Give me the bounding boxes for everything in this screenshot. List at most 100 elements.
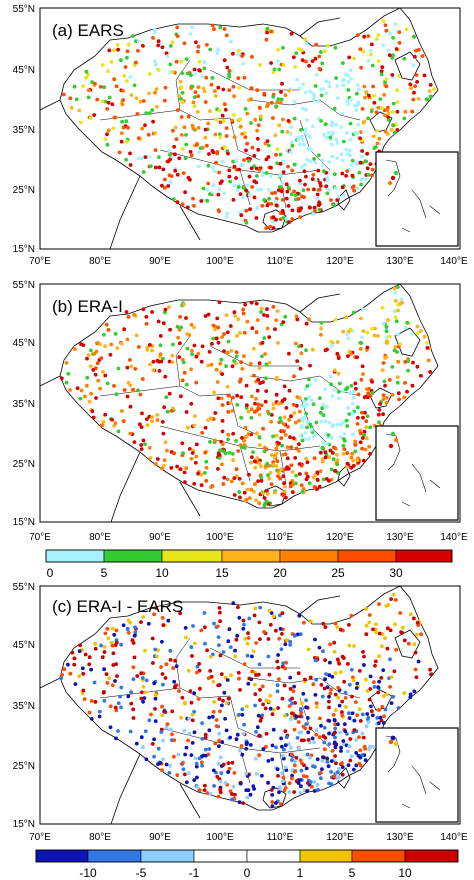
- station-dot: [280, 443, 285, 448]
- station-dot: [290, 168, 295, 173]
- station-dot: [139, 447, 144, 451]
- station-dot: [251, 450, 255, 454]
- station-dot: [112, 632, 117, 637]
- station-dot: [280, 399, 285, 403]
- station-dot: [94, 396, 98, 400]
- station-dot: [390, 55, 395, 60]
- lon-tick-130-a: 130°E: [386, 256, 414, 267]
- station-dot: [124, 79, 129, 83]
- station-dot: [319, 93, 324, 98]
- station-dot: [151, 359, 156, 364]
- station-dot: [247, 676, 252, 681]
- station-dot: [396, 332, 400, 337]
- station-dot: [283, 729, 288, 734]
- station-dot: [361, 49, 366, 54]
- station-dot: [376, 685, 381, 690]
- station-dot: [332, 718, 337, 722]
- station-dot: [320, 61, 325, 66]
- station-dot: [428, 667, 432, 672]
- station-dot: [265, 30, 269, 35]
- station-dot: [68, 388, 72, 392]
- station-dot: [273, 199, 278, 204]
- station-dot: [303, 182, 307, 187]
- station-dot: [380, 704, 385, 709]
- station-dot: [234, 737, 239, 742]
- station-dot: [340, 171, 345, 176]
- station-dot: [233, 648, 237, 653]
- station-dot: [276, 470, 281, 475]
- station-dot: [308, 780, 313, 784]
- station-dot: [128, 729, 133, 734]
- station-dot: [292, 99, 297, 104]
- station-dot: [332, 172, 337, 177]
- station-dot: [87, 710, 92, 715]
- station-dot: [154, 87, 159, 91]
- station-dot: [228, 401, 233, 405]
- station-dot: [373, 627, 378, 632]
- station-dot: [357, 707, 362, 712]
- station-dot: [198, 686, 202, 691]
- station-dot: [211, 768, 216, 773]
- station-dot: [264, 389, 269, 393]
- station-dot: [59, 376, 64, 381]
- station-dot: [304, 107, 308, 112]
- station-dot: [323, 450, 328, 455]
- station-dot: [276, 665, 281, 670]
- station-dot: [251, 649, 256, 653]
- station-dot: [70, 650, 75, 655]
- station-dot: [73, 682, 78, 686]
- station-dot: [138, 422, 142, 427]
- station-dot: [340, 765, 345, 769]
- station-dot: [267, 608, 272, 613]
- station-dot: [395, 375, 400, 380]
- station-dot: [312, 157, 316, 161]
- station-dot: [107, 676, 112, 681]
- station-dot: [232, 359, 236, 363]
- station-dot: [348, 737, 353, 741]
- station-dot: [352, 767, 356, 772]
- station-dot: [386, 132, 390, 136]
- station-dot: [105, 107, 110, 111]
- station-dot: [329, 343, 334, 348]
- station-dot: [316, 99, 320, 104]
- station-dot: [259, 403, 264, 408]
- station-dot: [240, 707, 245, 712]
- station-dot: [151, 36, 155, 40]
- station-dot: [308, 726, 313, 731]
- station-dot: [336, 356, 341, 360]
- station-dot: [231, 601, 236, 606]
- station-dot: [346, 88, 351, 92]
- station-dot: [184, 410, 189, 414]
- station-dot: [242, 158, 247, 162]
- station-dot: [330, 142, 334, 147]
- station-dot: [308, 755, 312, 760]
- station-dot: [271, 406, 276, 411]
- station-dot: [245, 141, 250, 146]
- station-dot: [173, 658, 178, 663]
- station-dot: [339, 125, 344, 129]
- station-dot: [225, 701, 229, 706]
- station-dot: [354, 108, 358, 113]
- station-dot: [186, 114, 191, 119]
- station-dot: [283, 713, 287, 718]
- station-dot: [318, 716, 322, 721]
- station-dot: [372, 685, 377, 689]
- station-dot: [353, 700, 358, 704]
- station-dot: [114, 708, 119, 713]
- station-dot: [145, 417, 149, 421]
- station-dot: [175, 200, 180, 205]
- station-dot: [168, 764, 173, 768]
- station-dot: [322, 747, 327, 752]
- station-dot: [336, 194, 341, 199]
- station-dot: [355, 681, 360, 686]
- colorbar-bottom-labels: -10 -5 -1 0 1 5 10: [79, 866, 412, 880]
- station-dot: [319, 119, 323, 123]
- station-dot: [271, 614, 276, 619]
- station-dot: [290, 773, 294, 778]
- station-dot: [252, 489, 256, 494]
- station-dot: [61, 92, 66, 97]
- station-dot: [179, 133, 184, 137]
- station-dot: [100, 99, 105, 104]
- station-dot: [358, 160, 363, 165]
- station-dot: [343, 729, 348, 733]
